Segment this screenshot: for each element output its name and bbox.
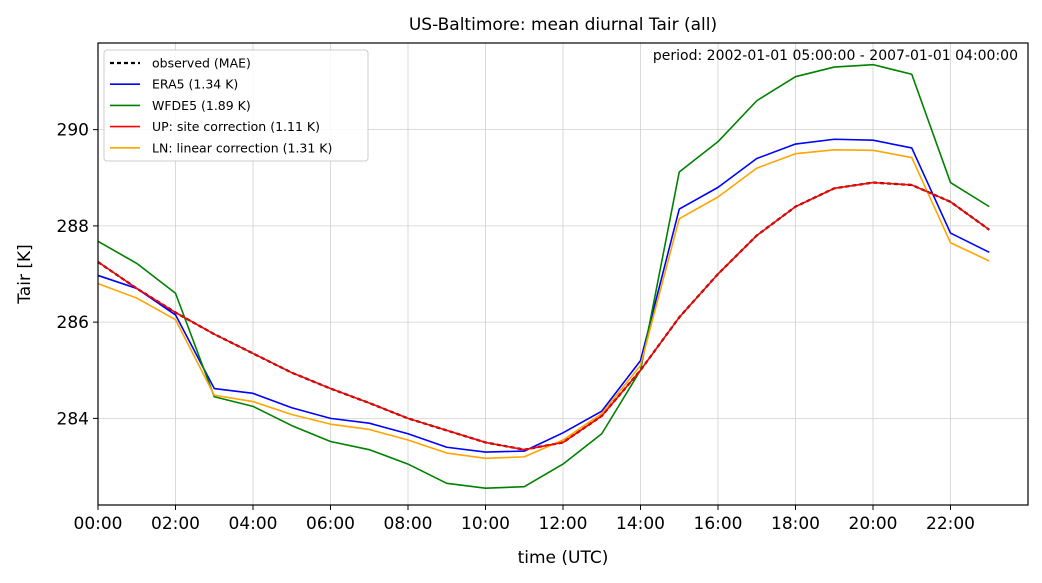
y-tick-label: 286 xyxy=(57,313,89,333)
chart-title: US-Baltimore: mean diurnal Tair (all) xyxy=(409,15,717,35)
x-tick-label: 16:00 xyxy=(694,514,743,534)
y-tick-label: 290 xyxy=(57,121,89,141)
legend-label: observed (MAE) xyxy=(152,56,251,71)
legend-label: LN: linear correction (1.31 K) xyxy=(152,140,332,155)
x-tick-label: 14:00 xyxy=(616,514,665,534)
x-tick-label: 18:00 xyxy=(771,514,820,534)
series-line xyxy=(97,63,990,489)
x-tick-label: 04:00 xyxy=(229,514,278,534)
x-tick-label: 08:00 xyxy=(384,514,433,534)
x-axis-label: time (UTC) xyxy=(518,548,609,568)
legend-label: ERA5 (1.34 K) xyxy=(152,77,238,92)
series-group xyxy=(97,63,990,489)
series-line xyxy=(97,149,990,460)
y-axis: 284 286 288 290 xyxy=(57,121,98,429)
legend-label: UP: site correction (1.11 K) xyxy=(152,119,320,134)
x-tick-label: 00:00 xyxy=(74,514,123,534)
legend-label: WFDE5 (1.89 K) xyxy=(152,98,251,113)
x-tick-label: 02:00 xyxy=(151,514,200,534)
x-tick-label: 22:00 xyxy=(926,514,975,534)
series-line xyxy=(97,181,990,451)
y-axis-label: Tair [K] xyxy=(15,244,35,305)
x-tick-label: 12:00 xyxy=(539,514,588,534)
period-annotation: period: 2002-01-01 05:00:00 - 2007-01-01… xyxy=(653,48,1018,64)
legend-box xyxy=(103,49,369,162)
x-tick-label: 20:00 xyxy=(849,514,898,534)
x-axis: 00:00 02:00 04:00 06:00 08:00 10:00 12:00 14:00… xyxy=(74,505,975,534)
x-tick-label: 06:00 xyxy=(306,514,355,534)
legend: observed (MAE) ERA5 (1.34 K) WFDE5 (1.89 K… xyxy=(103,49,369,162)
series-line xyxy=(97,138,990,453)
x-tick-label: 10:00 xyxy=(461,514,510,534)
y-tick-label: 284 xyxy=(57,409,89,429)
y-tick-label: 288 xyxy=(57,217,89,237)
